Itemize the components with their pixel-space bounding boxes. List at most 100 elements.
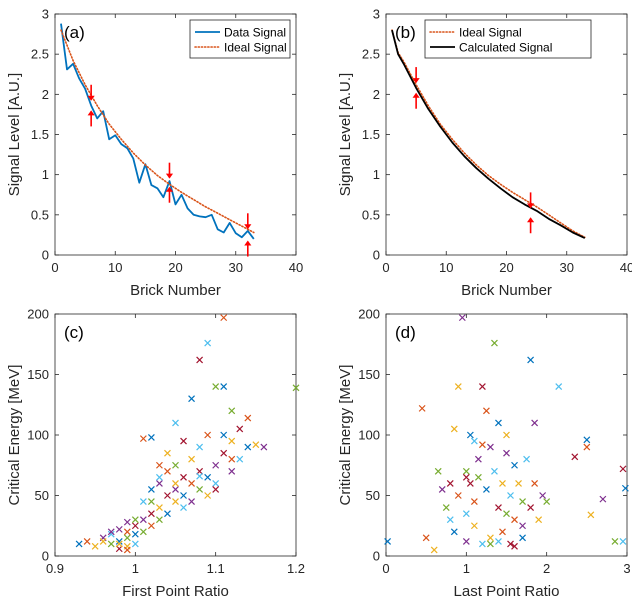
data-point-stroke bbox=[139, 498, 147, 505]
data-point bbox=[188, 479, 195, 487]
x-tick-label: 20 bbox=[499, 260, 513, 275]
data-point bbox=[123, 546, 131, 554]
data-point-stroke bbox=[571, 453, 579, 461]
x-tick-label: 0 bbox=[51, 260, 58, 275]
data-point-stroke bbox=[450, 528, 458, 536]
data-point bbox=[139, 498, 147, 505]
data-point-stroke bbox=[599, 495, 607, 503]
data-point-stroke bbox=[123, 534, 131, 542]
data-point-stroke bbox=[503, 510, 510, 518]
data-point-stroke bbox=[495, 538, 502, 545]
data-point bbox=[511, 516, 518, 524]
data-point-stroke bbox=[147, 522, 155, 530]
data-point-stroke bbox=[531, 479, 539, 487]
data-point-stroke bbox=[115, 540, 123, 548]
legend-label: Calculated Signal bbox=[459, 41, 552, 55]
data-point-stroke bbox=[446, 516, 454, 524]
data-point bbox=[487, 534, 494, 542]
data-point bbox=[131, 530, 139, 538]
data-point bbox=[527, 504, 535, 512]
data-point bbox=[244, 414, 252, 422]
data-point bbox=[450, 425, 458, 433]
data-point bbox=[196, 486, 204, 493]
data-point bbox=[180, 492, 187, 499]
data-point-stroke bbox=[204, 492, 212, 499]
data-point bbox=[147, 510, 155, 518]
data-point-stroke bbox=[454, 383, 462, 391]
data-point-stroke bbox=[212, 479, 220, 487]
arrow-up-head bbox=[87, 110, 95, 116]
data-point bbox=[491, 467, 498, 475]
data-point bbox=[503, 449, 510, 457]
x-tick-label: 30 bbox=[560, 260, 574, 275]
data-point bbox=[470, 522, 478, 530]
data-point-stroke bbox=[507, 540, 514, 548]
data-point bbox=[462, 510, 470, 518]
data-point-stroke bbox=[91, 542, 99, 550]
data-point-stroke bbox=[252, 441, 260, 449]
data-point-stroke bbox=[503, 449, 510, 457]
data-point bbox=[434, 467, 442, 475]
data-point bbox=[292, 384, 300, 392]
data-point-stroke bbox=[131, 540, 139, 548]
x-tick-label: 1 bbox=[132, 561, 139, 576]
y-tick-label: 50 bbox=[35, 488, 49, 503]
data-point bbox=[212, 479, 220, 487]
data-point-stroke bbox=[204, 473, 212, 481]
data-point bbox=[511, 461, 518, 469]
y-tick-label: 50 bbox=[366, 488, 380, 503]
y-tick-label: 3 bbox=[42, 7, 49, 22]
data-point bbox=[156, 461, 163, 469]
data-point-stroke bbox=[131, 522, 139, 530]
y-tick-label: 150 bbox=[358, 367, 380, 382]
data-point bbox=[619, 538, 627, 545]
data-point-stroke bbox=[619, 538, 627, 545]
plot-area bbox=[54, 313, 297, 557]
x-tick-label: 40 bbox=[289, 260, 303, 275]
data-point-stroke bbox=[450, 425, 458, 433]
arrow-up-head bbox=[165, 186, 174, 192]
y-axis-label: Signal Level [A.U.] bbox=[6, 73, 23, 196]
data-point-stroke bbox=[458, 314, 466, 322]
data-point-stroke bbox=[519, 534, 526, 542]
data-point-stroke bbox=[482, 407, 490, 415]
data-point bbox=[487, 443, 494, 451]
data-point-stroke bbox=[172, 498, 179, 505]
data-point bbox=[519, 498, 526, 505]
data-point bbox=[507, 492, 514, 499]
series-line-calculated-signal bbox=[391, 29, 586, 239]
data-point-stroke bbox=[204, 339, 212, 347]
data-point bbox=[172, 479, 179, 487]
data-point bbox=[384, 538, 392, 545]
data-point bbox=[470, 437, 478, 445]
data-point-stroke bbox=[188, 498, 195, 505]
y-tick-label: 0.5 bbox=[362, 207, 380, 222]
data-point bbox=[107, 528, 115, 536]
data-point bbox=[244, 443, 252, 451]
series-line-data-signal bbox=[60, 23, 255, 240]
data-point bbox=[531, 419, 539, 427]
data-point bbox=[75, 540, 83, 548]
data-point-stroke bbox=[172, 479, 179, 487]
data-point bbox=[123, 534, 131, 542]
data-point bbox=[156, 473, 163, 481]
data-point bbox=[180, 437, 187, 445]
data-point bbox=[446, 479, 454, 487]
arrow-down-head bbox=[527, 203, 535, 209]
data-point bbox=[442, 504, 450, 512]
data-point bbox=[212, 383, 220, 391]
data-point-stroke bbox=[621, 484, 629, 492]
data-point bbox=[523, 455, 531, 463]
data-point bbox=[212, 486, 220, 493]
data-point bbox=[503, 510, 510, 518]
data-point-stroke bbox=[474, 455, 482, 463]
data-point bbox=[115, 538, 123, 545]
data-point bbox=[491, 339, 498, 347]
data-point bbox=[531, 479, 539, 487]
x-tick-label: 40 bbox=[620, 260, 632, 275]
data-point bbox=[147, 486, 155, 493]
data-point bbox=[478, 540, 486, 548]
data-point-stroke bbox=[131, 516, 139, 524]
data-point-stroke bbox=[196, 472, 204, 480]
